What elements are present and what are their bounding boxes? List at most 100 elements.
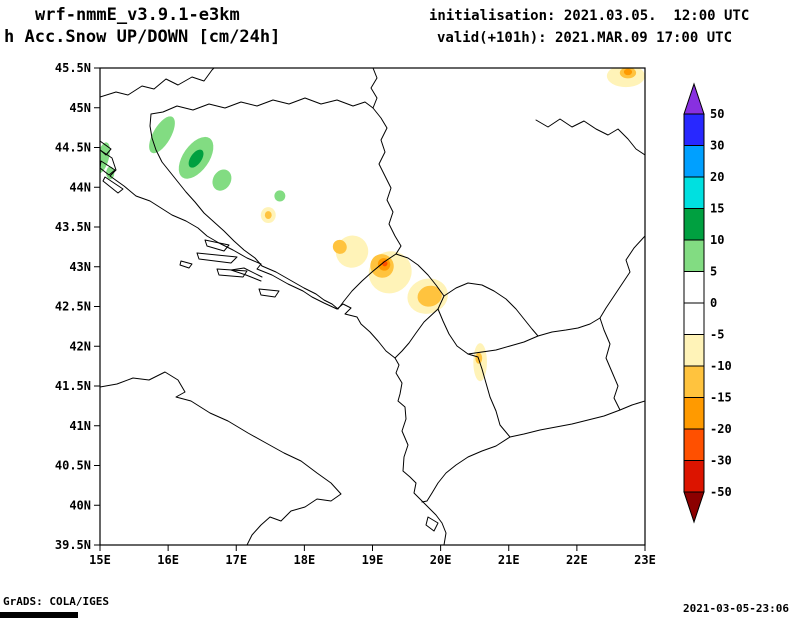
colorbar-bottom-triangle <box>683 491 705 524</box>
border-macedonia-greece <box>509 409 621 438</box>
x-tick-label: 23E <box>634 553 656 567</box>
colorbar-label: -30 <box>710 454 732 468</box>
colorbar-segment <box>683 460 705 493</box>
colorbar-segment <box>683 302 705 335</box>
island-korcula <box>216 268 248 278</box>
colorbar-label: 20 <box>710 170 724 184</box>
border-greece-bulgaria-east <box>619 400 645 411</box>
grads-credit: GrADS: COLA/IGES <box>3 595 109 608</box>
y-tick-label: 42N <box>69 339 91 353</box>
y-tick-label: 40N <box>69 498 91 512</box>
snow-patch <box>100 142 110 174</box>
x-tick-label: 18E <box>294 553 316 567</box>
colorbar-label: -10 <box>710 359 732 373</box>
y-tick-label: 43N <box>69 260 91 274</box>
border-macedonia-albania <box>467 353 511 438</box>
border-serbia-bulgaria-upper <box>599 235 645 319</box>
colorbar-label: -20 <box>710 422 732 436</box>
snow-patch <box>212 169 232 191</box>
creation-timestamp: 2021-03-05-23:06 <box>683 602 789 615</box>
x-tick-label: 17E <box>225 553 247 567</box>
colorbar-label: 0 <box>710 296 717 310</box>
island-brac <box>204 239 230 252</box>
plot-frame <box>99 67 646 546</box>
colorbar-segment <box>683 239 705 272</box>
colorbar-label: 10 <box>710 233 724 247</box>
y-tick-label: 45N <box>69 101 91 115</box>
x-tick-label: 15E <box>89 553 111 567</box>
initialisation-time: initialisation: 2021.03.05. 12:00 UTC <box>429 8 750 24</box>
snow-shading-layer <box>100 68 645 382</box>
border-croatia-serbia <box>370 68 378 109</box>
x-tick-label: 16E <box>157 553 179 567</box>
y-tick-label: 42.5N <box>55 300 91 314</box>
snow-patch <box>623 68 633 76</box>
coastline-italy-puglia <box>100 371 342 545</box>
colorbar-segment <box>683 428 705 461</box>
peninsula-peljesac <box>230 267 263 282</box>
snow-patch <box>417 285 442 307</box>
island-mljet <box>258 288 280 298</box>
colorbar-segment <box>683 397 705 430</box>
x-tick-label: 20E <box>430 553 452 567</box>
snow-patch <box>264 211 272 220</box>
x-tick-label: 19E <box>362 553 384 567</box>
y-tick-label: 45.5N <box>55 61 91 75</box>
x-tick-label: 22E <box>566 553 588 567</box>
colorbar-label: -50 <box>710 485 732 499</box>
border-serbia-macedonia <box>537 317 601 337</box>
colorbar-top-triangle <box>683 82 705 115</box>
snow-patch <box>332 239 347 254</box>
island-vis <box>179 260 193 269</box>
colorbar-segment <box>683 208 705 241</box>
colorbar-label: -5 <box>710 328 724 342</box>
island-pag-north <box>100 140 112 156</box>
colorbar-segment <box>683 113 705 146</box>
colorbar-label: -15 <box>710 391 732 405</box>
valid-time: valid(+101h): 2021.MAR.09 17:00 UTC <box>437 30 733 46</box>
x-tick-label: 21E <box>498 553 520 567</box>
map-outline-layer <box>100 68 645 545</box>
snow-patch <box>188 149 204 168</box>
colorbar-segment <box>683 365 705 398</box>
y-tick-label: 41.5N <box>55 379 91 393</box>
border-kosovo-albania <box>437 295 469 355</box>
colorbar-segment <box>683 176 705 209</box>
coastline-adriatic-east <box>100 149 447 545</box>
y-tick-label: 44N <box>69 180 91 194</box>
colorbar-label: 15 <box>710 202 724 216</box>
border-serbia-kosovo <box>443 282 539 337</box>
border-montenegro-serbia <box>395 253 445 297</box>
colorbar-label: 30 <box>710 139 724 153</box>
colorbar-segment <box>683 334 705 367</box>
colorbar-segment <box>683 145 705 178</box>
latitude-axis: 45.5N 45N 44.5N 44N 43.5N 43N 42.5N 42N 41.5N 41N… <box>55 61 100 552</box>
y-tick-label: 44.5N <box>55 141 91 155</box>
longitude-axis: 15E 16E 17E 18E 19E 20E 21E 22E 23E <box>89 545 656 567</box>
border-serbia-romania-danube <box>535 118 645 156</box>
border-bosnia-serbia-drina <box>372 107 402 255</box>
snow-patch <box>274 190 286 202</box>
product-title: h Acc.Snow UP/DOWN [cm/24h] <box>4 27 281 47</box>
snow-patch <box>106 166 115 180</box>
border-kosovo-macedonia <box>467 335 539 355</box>
snow-patch <box>149 116 175 154</box>
colorbar-segment <box>683 271 705 304</box>
y-tick-label: 40.5N <box>55 459 91 473</box>
border-albania-greece <box>421 436 511 503</box>
colorbar-label: 50 <box>710 107 724 121</box>
border-bosnia-montenegro <box>337 253 397 310</box>
bottom-left-artifact <box>0 612 78 618</box>
y-tick-label: 43.5N <box>55 220 91 234</box>
y-tick-label: 39.5N <box>55 538 91 552</box>
border-macedonia-bulgaria <box>599 317 621 411</box>
border-croatia-bosnia-south <box>261 265 339 310</box>
model-title: wrf-nmmE_v3.9.1-e3km <box>35 5 240 25</box>
border-croatia-bosnia <box>149 97 374 267</box>
island-dugi-otok <box>102 176 124 194</box>
island-hvar <box>196 252 238 264</box>
colorbar-label: 5 <box>710 265 717 279</box>
